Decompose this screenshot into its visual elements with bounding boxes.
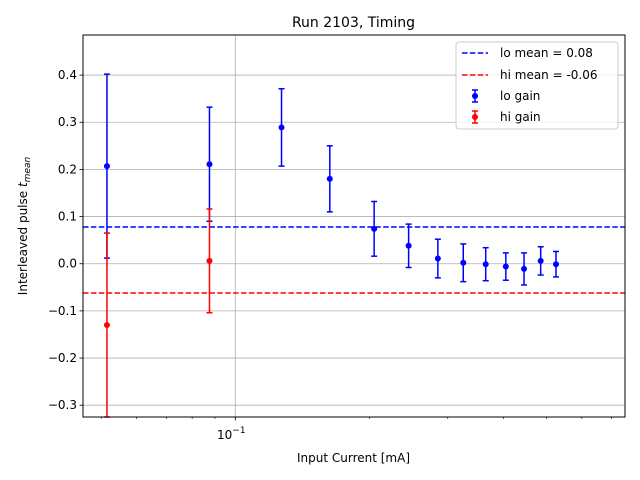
y-tick-label: 0.0 [58, 257, 77, 271]
grid [83, 35, 625, 417]
data-point [502, 263, 509, 270]
y-tick-label: −0.1 [48, 304, 77, 318]
data-point [521, 265, 528, 272]
data-point [553, 261, 560, 268]
legend-entry: lo mean = 0.08 [462, 46, 593, 60]
y-axis-ticks: −0.3 −0.2 −0.1 0.0 0.1 0.2 0.3 0.4 [48, 68, 83, 412]
data-point [326, 175, 333, 182]
data-point [371, 225, 378, 232]
data-point [206, 257, 213, 264]
x-tick-label: 10−1 [217, 426, 246, 442]
series-hi-gain [103, 208, 213, 418]
data-point [460, 259, 467, 266]
data-point [103, 163, 110, 170]
data-point [278, 124, 285, 131]
y-tick-label: 0.3 [58, 115, 77, 129]
legend-entry: hi gain [472, 110, 541, 124]
y-tick-label: 0.2 [58, 162, 77, 176]
legend-entry: hi mean = -0.06 [462, 68, 598, 82]
data-point [537, 257, 544, 264]
legend-label: hi gain [500, 110, 541, 124]
legend-label: lo mean = 0.08 [500, 46, 593, 60]
y-tick-label: 0.1 [58, 210, 77, 224]
legend-marker-swatch [472, 93, 478, 99]
series-lo-gain [103, 73, 560, 286]
plot-frame [82, 34, 626, 418]
data-point [206, 161, 213, 168]
legend-entry: lo gain [472, 89, 540, 103]
data-point [103, 322, 110, 329]
y-axis-label: Interleaved pulse tmean [16, 157, 33, 296]
legend-label: hi mean = -0.06 [500, 68, 598, 82]
chart-title: Run 2103, Timing [292, 15, 415, 31]
y-axis-label-subscript: mean [23, 157, 33, 183]
data-point [482, 261, 489, 268]
mean-lines [83, 226, 625, 294]
y-tick-label: 0.4 [58, 68, 77, 82]
data-point [434, 255, 441, 262]
legend-box [455, 41, 619, 130]
x-axis-label: Input Current [mA] [297, 451, 410, 465]
legend-marker-swatch [472, 114, 478, 120]
y-axis-label-symbol: t [16, 181, 30, 187]
data-point [405, 242, 412, 249]
y-axis-label-text: Interleaved pulse [16, 187, 30, 295]
legend-label: lo gain [500, 89, 540, 103]
x-axis-ticks: 10−1 [100, 417, 612, 442]
y-tick-label: −0.3 [48, 398, 77, 412]
legend: lo mean = 0.08 hi mean = -0.06 lo gain hi g… [455, 41, 619, 130]
y-tick-label: −0.2 [48, 351, 77, 365]
